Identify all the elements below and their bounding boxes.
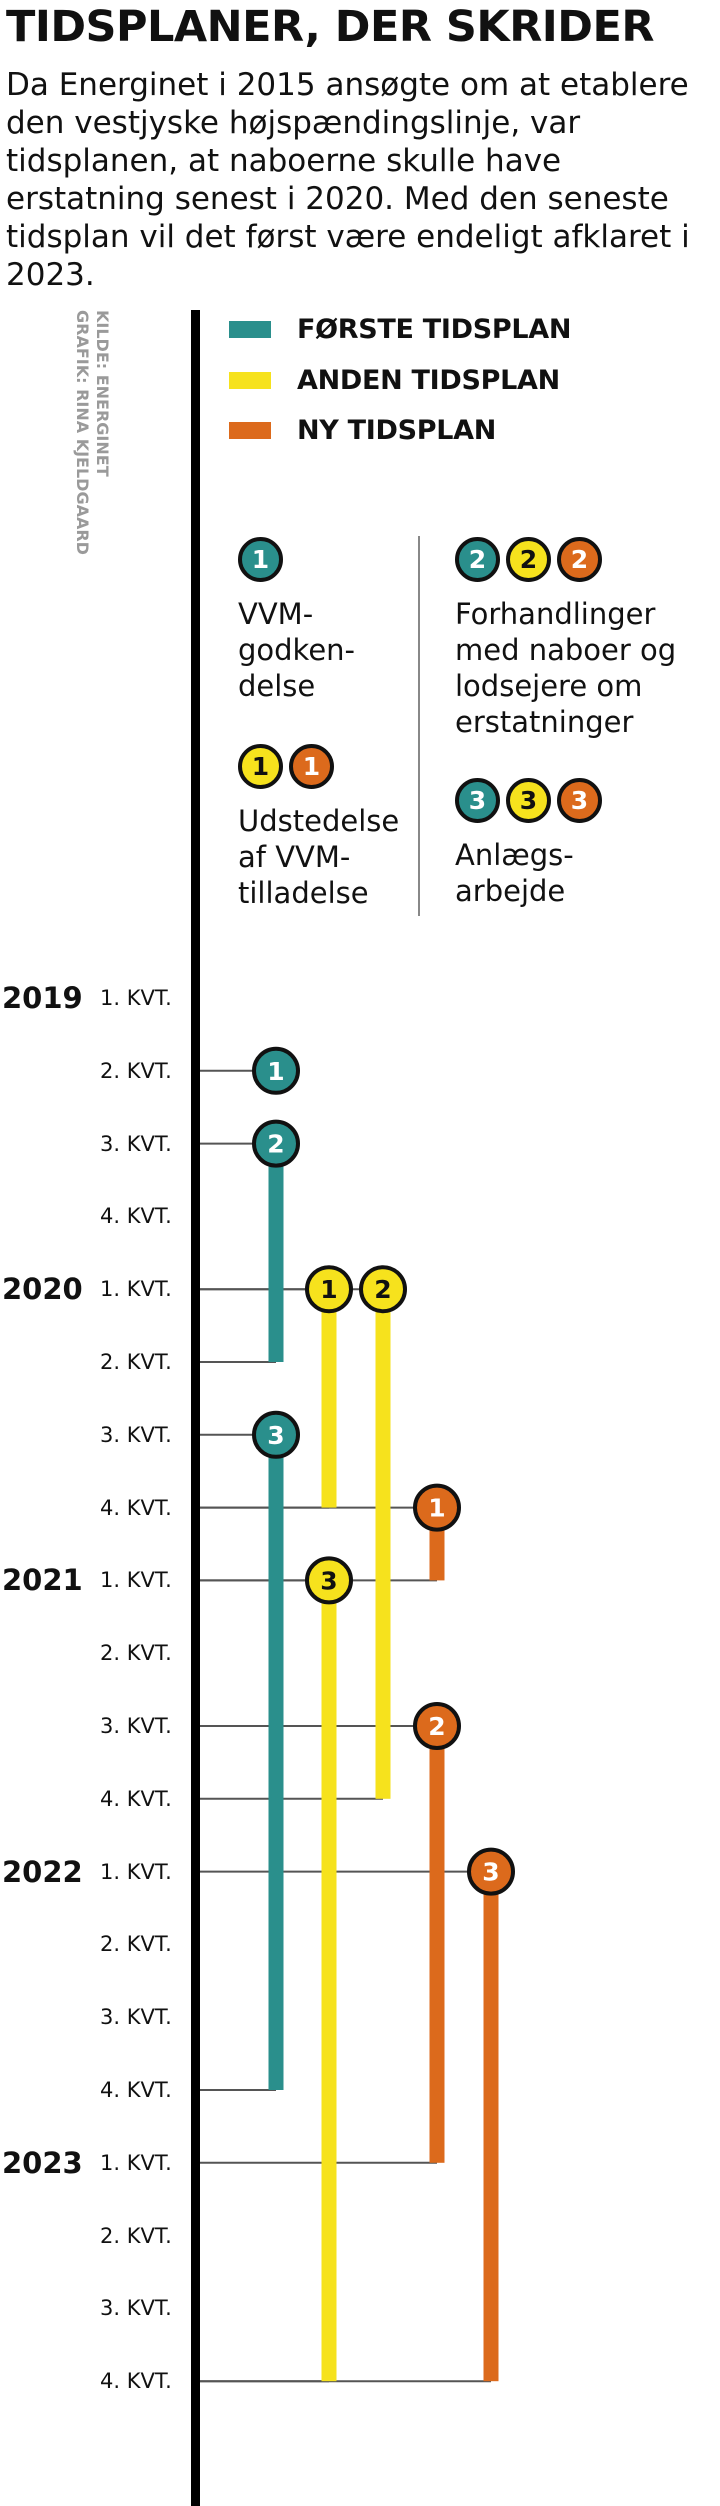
key-divider [418,536,420,916]
badge-orange-3: 3 [557,778,602,823]
key-text-vvm-permit: Udstedelse af VVM- tilladelse [238,804,400,910]
badge-orange-1: 1 [289,744,334,789]
legend-swatch-orange [229,421,271,439]
milestone-badge-orange-2 [413,1702,461,1750]
quarter-label: 1. KVT. [100,986,172,1010]
badge-yellow-3: 3 [506,778,551,823]
quarter-label: 3. KVT. [100,2005,172,2030]
milestone-badge-yellow-2 [359,1265,407,1314]
quarter-label: 1. KVT. [100,1859,172,1884]
quarter-label: 2. KVT. [100,1932,172,1957]
legend-swatch-yellow [229,371,271,389]
key-text-vvm-approval: VVM- godken- delse [238,597,356,703]
milestone-badge-teal-2 [252,1119,300,1168]
badge-teal-2: 2 [455,537,500,582]
page-title: TIDSPLANER, DER SKRIDER [6,2,655,52]
quarter-label: 4. KVT. [100,1786,172,1811]
bar-orange-3 [483,1871,499,2382]
quarter-label: 4. KVT. [100,2078,172,2102]
milestone-badge-orange-1-label: 1 [428,1494,445,1523]
quarter-label: 3. KVT. [100,2296,172,2321]
bar-teal-3 [268,1434,284,2090]
badge-yellow-2: 2 [506,537,551,582]
legend-item-new-plan: NY TIDSPLAN [229,412,496,448]
bar-yellow-2 [375,1289,391,1799]
timeline-axis [191,310,200,2506]
legend-item-second-plan: ANDEN TIDSPLAN [229,362,560,398]
quarter-label: 3. KVT. [100,1422,172,1447]
badge-orange-2: 2 [557,537,602,582]
quarter-label: 3. KVT. [100,1714,172,1738]
quarter-label: 1. KVT. [100,2150,172,2175]
legend-swatch-teal [229,320,271,338]
year-label-2023: 2023 [2,2145,83,2180]
badge-yellow-1: 1 [238,744,283,789]
legend-label: ANDEN TIDSPLAN [297,364,560,396]
key-text-construction: Anlægs- arbejde [455,838,574,908]
milestone-badge-yellow-3 [305,1556,353,1605]
quarter-label: 3. KVT. [100,1131,172,1156]
milestone-badge-yellow-1 [305,1265,353,1314]
milestone-badge-yellow-1-label: 1 [320,1275,337,1304]
legend-label: FØRSTE TIDSPLAN [297,313,572,345]
year-label-2021: 2021 [2,1563,83,1598]
milestone-badge-teal-3 [252,1410,300,1459]
badge-teal-1: 1 [238,537,283,582]
quarter-label: 4. KVT. [100,2369,172,2394]
quarter-label: 4. KVT. [100,1204,172,1229]
quarter-label: 1. KVT. [100,1568,172,1593]
bar-yellow-3 [321,1580,337,2382]
milestone-badge-yellow-3-label: 3 [320,1566,337,1595]
bar-orange-2 [429,1726,445,2163]
milestone-badge-yellow-2-label: 2 [374,1275,391,1304]
badge-teal-3: 3 [455,778,500,823]
quarter-label: 1. KVT. [100,1277,172,1302]
milestone-badge-teal-1-label: 1 [267,1057,284,1086]
milestone-badge-teal-2-label: 2 [267,1130,284,1159]
bar-teal-2 [268,1143,284,1362]
milestone-badge-orange-3-label: 3 [482,1858,499,1887]
milestone-badge-orange-3 [467,1847,515,1896]
milestone-badge-orange-2-label: 2 [428,1712,445,1741]
year-label-2019: 2019 [2,981,83,1015]
milestone-badge-teal-1 [252,1046,300,1095]
year-label-2020: 2020 [2,1272,83,1307]
quarter-label: 2. KVT. [100,2223,172,2248]
bar-yellow-1 [321,1289,337,1508]
legend-label: NY TIDSPLAN [297,414,497,446]
legend-item-first-plan: FØRSTE TIDSPLAN [229,311,572,347]
milestone-badge-teal-3-label: 3 [267,1421,284,1450]
quarter-label: 2. KVT. [100,1350,172,1374]
key-text-negotiations: Forhandlinger med naboer og lodsejere om… [455,597,677,739]
milestone-badge-orange-1 [413,1483,461,1532]
key-milestone-1: 1 VVM- godken- delse [238,537,355,704]
key-badges: 1 [238,537,355,582]
quarter-label: 2. KVT. [100,1058,172,1083]
quarter-label: 2. KVT. [100,1641,172,1666]
intro-text: Da Energinet i 2015 ansøgte om at etable… [6,67,690,293]
quarter-label: 4. KVT. [100,1495,172,1520]
year-label-2022: 2022 [2,1854,83,1889]
